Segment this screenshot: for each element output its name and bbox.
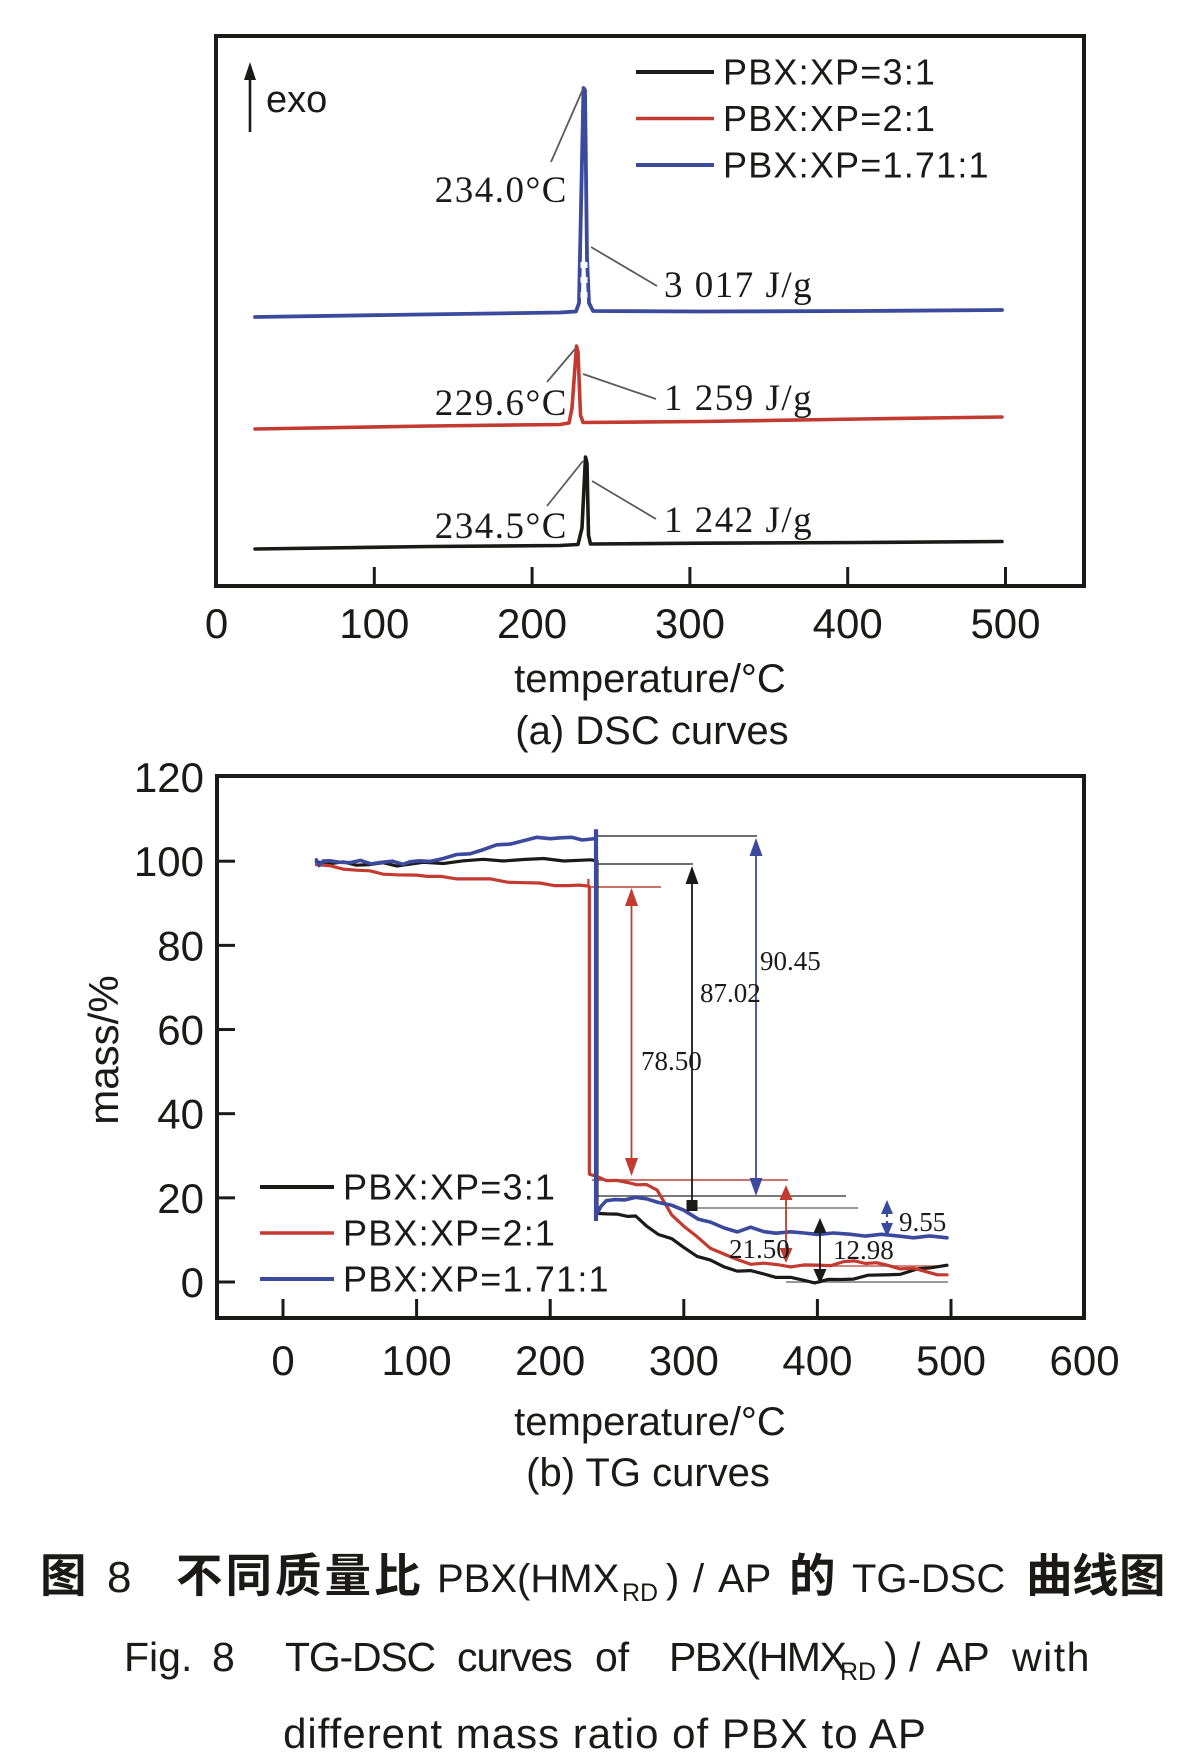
- svg-text:0: 0: [181, 1259, 204, 1306]
- svg-text:100: 100: [134, 838, 204, 885]
- svg-text:200: 200: [515, 1337, 585, 1384]
- svg-text:78.50: 78.50: [641, 1046, 702, 1076]
- svg-text:300: 300: [649, 1337, 719, 1384]
- svg-text:400: 400: [813, 600, 883, 647]
- svg-text:8: 8: [212, 1634, 235, 1680]
- svg-text:500: 500: [970, 600, 1040, 647]
- svg-text:40: 40: [157, 1091, 204, 1138]
- svg-text:1 242 J/g: 1 242 J/g: [664, 500, 813, 541]
- svg-text:): ): [666, 1557, 679, 1601]
- svg-text:3 017 J/g: 3 017 J/g: [664, 265, 813, 306]
- svg-text:AP: AP: [718, 1557, 771, 1601]
- svg-text:PBX:XP=3:1: PBX:XP=3:1: [343, 1167, 556, 1208]
- svg-text:PBX:XP=2:1: PBX:XP=2:1: [723, 98, 936, 139]
- svg-text:20: 20: [157, 1175, 204, 1222]
- svg-text:PBX(HMX: PBX(HMX: [437, 1557, 619, 1601]
- svg-text:(b) TG curves: (b) TG curves: [526, 1451, 770, 1495]
- svg-text:AP: AP: [936, 1634, 989, 1680]
- svg-text:): ): [884, 1634, 898, 1680]
- svg-text:(a) DSC curves: (a) DSC curves: [515, 709, 788, 753]
- svg-text:PBX:XP=1.71:1: PBX:XP=1.71:1: [723, 145, 990, 186]
- svg-text:9.55: 9.55: [899, 1207, 946, 1237]
- svg-text:exo: exo: [266, 79, 327, 121]
- svg-text:1 259 J/g: 1 259 J/g: [664, 378, 813, 419]
- svg-text:temperature/°C: temperature/°C: [514, 1400, 786, 1444]
- svg-text:87.02: 87.02: [700, 978, 761, 1008]
- svg-text:TG-DSC: TG-DSC: [285, 1634, 436, 1680]
- svg-text:PBX:XP=3:1: PBX:XP=3:1: [723, 52, 936, 93]
- svg-text:300: 300: [655, 600, 725, 647]
- svg-text:80: 80: [157, 922, 204, 969]
- svg-text:400: 400: [782, 1337, 852, 1384]
- svg-text:temperature/°C: temperature/°C: [514, 657, 786, 701]
- svg-text:100: 100: [339, 600, 409, 647]
- svg-text:500: 500: [916, 1337, 986, 1384]
- svg-text:RD: RD: [840, 1658, 876, 1686]
- svg-text:234.5°C: 234.5°C: [435, 506, 568, 547]
- svg-text:90.45: 90.45: [760, 946, 821, 976]
- svg-text:229.6°C: 229.6°C: [435, 383, 568, 424]
- svg-text:RD: RD: [622, 1579, 658, 1607]
- svg-text:0: 0: [271, 1337, 294, 1384]
- svg-text:TG-DSC: TG-DSC: [852, 1557, 1005, 1601]
- svg-text:8: 8: [107, 1553, 131, 1602]
- svg-text:different mass ratio of PBX to: different mass ratio of PBX to AP: [283, 1710, 927, 1757]
- svg-text:mass/%: mass/%: [80, 975, 127, 1124]
- svg-text:/: /: [693, 1557, 705, 1601]
- svg-text:60: 60: [157, 1007, 204, 1054]
- svg-text:curves: curves: [457, 1634, 572, 1680]
- svg-text:200: 200: [497, 600, 567, 647]
- svg-text:12.98: 12.98: [833, 1235, 894, 1265]
- svg-text:21.50: 21.50: [729, 1234, 790, 1264]
- svg-text:PBX:XP=2:1: PBX:XP=2:1: [343, 1213, 556, 1254]
- svg-text:/: /: [909, 1634, 921, 1680]
- svg-text:234.0°C: 234.0°C: [435, 170, 568, 211]
- svg-text:PBX:XP=1.71:1: PBX:XP=1.71:1: [343, 1259, 610, 1300]
- svg-text:PBX(HMX: PBX(HMX: [669, 1634, 846, 1680]
- svg-text:of: of: [595, 1634, 630, 1680]
- svg-text:600: 600: [1050, 1337, 1120, 1384]
- svg-text:0: 0: [205, 600, 228, 647]
- svg-text:Fig.: Fig.: [124, 1634, 192, 1680]
- svg-text:100: 100: [382, 1337, 452, 1384]
- svg-text:with: with: [1011, 1634, 1091, 1680]
- svg-text:120: 120: [134, 754, 204, 801]
